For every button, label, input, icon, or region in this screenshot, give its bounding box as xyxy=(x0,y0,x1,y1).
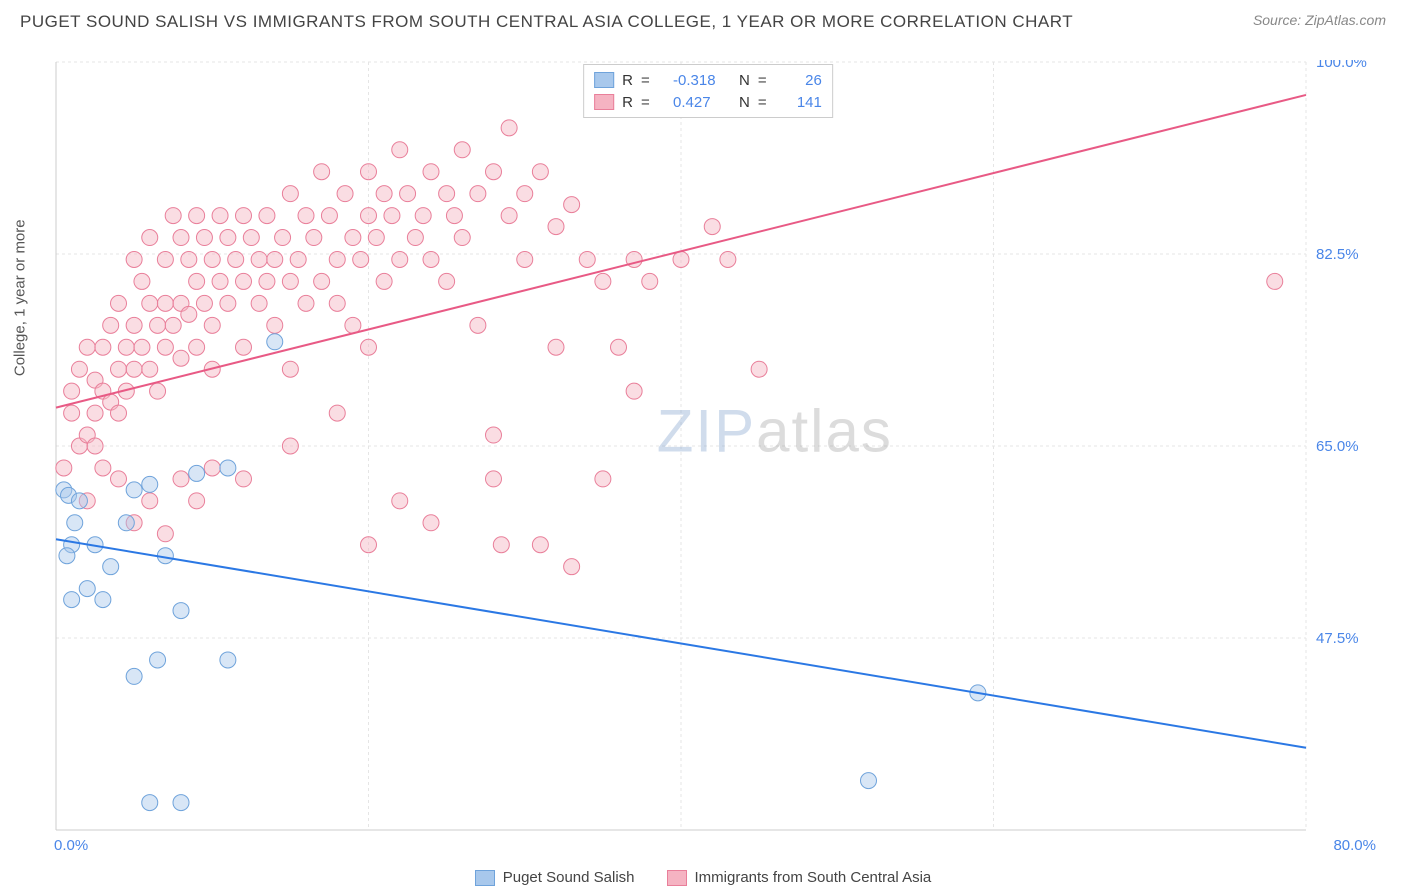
source-prefix: Source: xyxy=(1253,12,1305,28)
legend-series-name: Puget Sound Salish xyxy=(503,869,635,886)
source-name: ZipAtlas.com xyxy=(1305,12,1386,28)
legend-R-label: R xyxy=(622,94,633,111)
legend-N-label: N xyxy=(739,94,750,111)
legend-swatch xyxy=(667,870,687,886)
legend-stats-row: R = 0.427 N = 141 xyxy=(594,91,822,113)
legend-R-label: R xyxy=(622,72,633,89)
legend-R-value: -0.318 xyxy=(673,72,731,89)
legend-N-label: N xyxy=(739,72,750,89)
svg-text:82.5%: 82.5% xyxy=(1316,246,1359,263)
legend-eq: = xyxy=(641,72,665,89)
svg-text:100.0%: 100.0% xyxy=(1316,60,1367,71)
legend-series-item: Immigrants from South Central Asia xyxy=(667,869,932,886)
legend-series: Puget Sound Salish Immigrants from South … xyxy=(0,869,1406,886)
legend-N-value: 141 xyxy=(790,94,822,111)
legend-swatch xyxy=(475,870,495,886)
legend-R-value: 0.427 xyxy=(673,94,731,111)
chart-header: PUGET SOUND SALISH VS IMMIGRANTS FROM SO… xyxy=(0,0,1406,38)
x-axis-min: 0.0% xyxy=(54,837,88,854)
legend-swatch xyxy=(594,94,614,110)
chart-area: College, 1 year or more 47.5%65.0%82.5%1… xyxy=(40,60,1376,832)
legend-eq: = xyxy=(758,94,782,111)
legend-swatch xyxy=(594,72,614,88)
chart-title: PUGET SOUND SALISH VS IMMIGRANTS FROM SO… xyxy=(20,12,1073,32)
svg-text:65.0%: 65.0% xyxy=(1316,438,1359,455)
legend-stats-row: R = -0.318 N = 26 xyxy=(594,69,822,91)
legend-eq: = xyxy=(641,94,665,111)
legend-eq: = xyxy=(758,72,782,89)
legend-stats: R = -0.318 N = 26 R = 0.427 N = 141 xyxy=(583,64,833,118)
x-axis-max: 80.0% xyxy=(1333,837,1376,854)
svg-text:47.5%: 47.5% xyxy=(1316,630,1359,647)
legend-series-item: Puget Sound Salish xyxy=(475,869,635,886)
source-label: Source: ZipAtlas.com xyxy=(1253,12,1386,28)
legend-series-name: Immigrants from South Central Asia xyxy=(695,869,932,886)
legend-N-value: 26 xyxy=(790,72,822,89)
y-axis-label: College, 1 year or more xyxy=(12,219,29,376)
scatter-chart: 47.5% 65.0% 82.5% 100.0% xyxy=(54,60,1376,832)
